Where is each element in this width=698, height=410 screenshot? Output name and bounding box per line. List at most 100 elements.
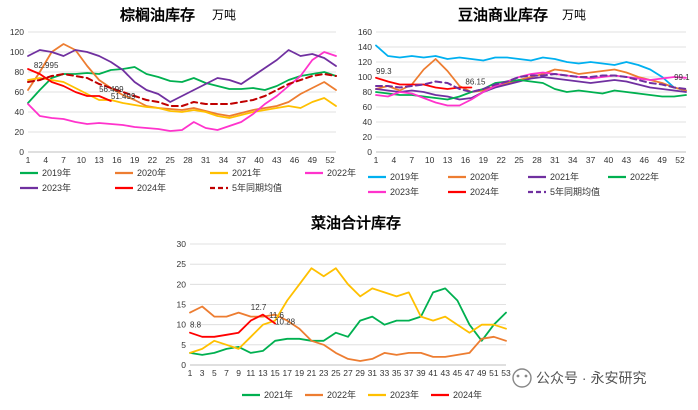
x-tick-label: 28: [532, 155, 542, 165]
x-tick-label: 45: [453, 368, 463, 378]
x-tick-label: 5: [212, 368, 217, 378]
legend-entry: 2022年: [630, 171, 659, 182]
legend-entry: 2024年: [137, 182, 166, 193]
y-tick-label: 100: [10, 47, 24, 57]
y-tick-label: 60: [15, 87, 25, 97]
x-tick-labels: 1 3 5 7 9 11 13 15 17 19 21 23 25 27 29 31 33 35 37 39 41 43 4…: [188, 368, 511, 378]
x-tick-label: 53: [501, 368, 511, 378]
series-line: [27, 77, 337, 119]
legend: 2019年 2020年 2021年 2022年 2023年 2024年 5年同期均值: [368, 171, 659, 197]
x-tick-label: 7: [224, 368, 229, 378]
chart-title: 棕榈油库存: [120, 6, 195, 24]
y-tick-label: 25: [177, 259, 187, 269]
data-label: 86.15: [465, 78, 486, 87]
legend: 2019年 2020年 2021年 2022年 2023年 2024年 5年同期均值: [20, 167, 356, 193]
y-tick-label: 20: [177, 279, 187, 289]
y-tick-label: 80: [363, 87, 373, 97]
x-tick-label: 43: [622, 155, 632, 165]
x-tick-label: 7: [409, 155, 414, 165]
y-tick-label: 80: [15, 67, 25, 77]
y-tick-label: 100: [358, 72, 372, 82]
legend-entry: 2022年: [327, 167, 356, 178]
chart-title: 豆油商业库存: [458, 6, 548, 24]
data-label: 51.499: [111, 92, 136, 101]
series-line: [189, 313, 276, 338]
y-tick-label: 40: [15, 107, 25, 117]
x-tick-label: 1: [374, 155, 379, 165]
y-tick-label: 160: [358, 27, 372, 37]
series-lines: [27, 43, 337, 132]
y-tick-label: 60: [363, 102, 373, 112]
x-tick-label: 37: [586, 155, 596, 165]
y-tick-labels: 0 20 40 60 80 100 120 140 160: [358, 27, 372, 157]
x-tick-label: 51: [489, 368, 499, 378]
series-line: [189, 305, 507, 362]
x-tick-label: 11: [246, 368, 255, 378]
x-tick-label: 3: [200, 368, 205, 378]
x-tick-label: 10: [425, 155, 435, 165]
x-tick-label: 33: [380, 368, 390, 378]
x-tick-label: 46: [290, 155, 300, 165]
series-line: [189, 287, 507, 356]
legend-entry: 2023年: [390, 389, 419, 400]
x-tick-label: 41: [428, 368, 438, 378]
x-tick-label: 39: [416, 368, 426, 378]
y-tick-label: 20: [363, 132, 373, 142]
x-tick-label: 23: [319, 368, 329, 378]
x-tick-label: 17: [282, 368, 292, 378]
watermark: 公众号 · 永安研究: [512, 368, 646, 388]
x-tick-label: 31: [368, 368, 378, 378]
x-tick-label: 4: [43, 155, 48, 165]
legend-entry: 2019年: [390, 171, 419, 182]
chart-unit: 万吨: [212, 8, 236, 22]
x-tick-label: 52: [675, 155, 685, 165]
series-line: [27, 73, 337, 107]
x-tick-label: 1: [188, 368, 193, 378]
series-lines: [189, 267, 507, 362]
legend: 2021年 2022年 2023年 2024年: [242, 389, 482, 400]
y-tick-label: 30: [177, 239, 187, 249]
legend-entry: 2022年: [327, 389, 356, 400]
x-tick-label: 37: [236, 155, 246, 165]
legend-entry: 2021年: [550, 171, 579, 182]
series-line: [27, 51, 337, 132]
x-tick-label: 22: [496, 155, 506, 165]
x-tick-label: 29: [355, 368, 365, 378]
x-tick-label: 43: [272, 155, 282, 165]
x-tick-label: 47: [465, 368, 475, 378]
data-labels: 8.8 12.711.610.28: [190, 303, 296, 329]
data-label: 8.8: [190, 320, 202, 329]
y-tick-label: 120: [10, 27, 24, 37]
series-line: [375, 58, 687, 93]
x-tick-label: 19: [130, 155, 140, 165]
series-lines: [375, 44, 687, 107]
wechat-icon-eye: [524, 374, 528, 378]
x-tick-label: 10: [77, 155, 87, 165]
x-tick-label: 49: [657, 155, 667, 165]
chart-title: 菜油合计库存: [310, 214, 401, 232]
grid: [376, 31, 686, 153]
x-tick-label: 4: [392, 155, 397, 165]
x-tick-label: 19: [479, 155, 489, 165]
data-label: 12.7: [251, 303, 267, 312]
x-tick-label: 13: [443, 155, 453, 165]
series-line: [27, 66, 337, 104]
y-tick-label: 140: [358, 42, 372, 52]
legend-entry: 2023年: [390, 186, 419, 197]
series-line: [375, 76, 687, 101]
x-tick-label: 13: [94, 155, 104, 165]
y-tick-label: 120: [358, 57, 372, 67]
chart-unit: 万吨: [562, 8, 586, 22]
x-tick-label: 40: [254, 155, 264, 165]
x-tick-label: 25: [165, 155, 175, 165]
x-tick-label: 49: [308, 155, 318, 165]
x-tick-label: 1: [26, 155, 31, 165]
legend-entry: 2024年: [453, 389, 482, 400]
series-line: [27, 43, 337, 117]
data-label: 11.6: [269, 311, 285, 320]
x-tick-label: 19: [295, 368, 305, 378]
x-tick-label: 25: [331, 368, 341, 378]
